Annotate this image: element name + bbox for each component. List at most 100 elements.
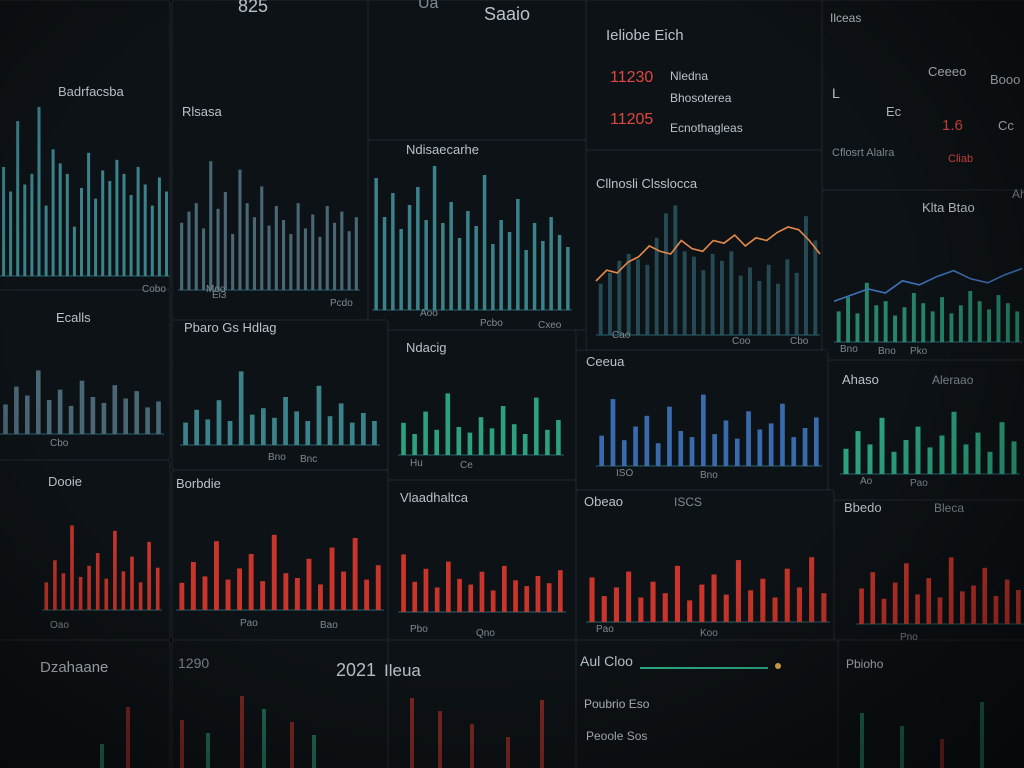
right-top-value-a: Ceeeo	[928, 64, 966, 79]
chart-7-bar-7	[478, 417, 484, 455]
chart-6-bar-1	[194, 409, 199, 445]
chart-5-bar-0	[3, 404, 8, 434]
chart-2-bar-19	[532, 223, 537, 310]
chart-8-bar-18	[802, 428, 808, 466]
chart-3-bar-15	[738, 275, 743, 335]
chart-13-bar-3	[626, 571, 632, 622]
chart-13-bar-1	[601, 596, 607, 622]
chart-3-bar-12	[710, 254, 715, 335]
chart-2-bar-22	[557, 235, 562, 310]
bottom-bar-16	[980, 702, 984, 768]
chart-2-tick-0: Aoo	[420, 308, 438, 319]
chart-3-bar-16	[748, 267, 752, 335]
chart-6-bar-10	[294, 411, 299, 445]
chart-1-bar-22	[340, 211, 344, 290]
chart-5-bar-1	[14, 386, 19, 434]
chart-0-bar-18	[129, 195, 133, 276]
right-top-footer-b: Cliab	[948, 153, 973, 165]
chart-13-bar-4	[638, 597, 644, 622]
chart-6-bar-5	[238, 371, 244, 445]
bottom-bar-13	[860, 713, 864, 768]
chart-13-bar-2	[613, 587, 619, 622]
chart-0-bar-4	[30, 173, 34, 276]
chart-3-bar-17	[757, 281, 762, 335]
chart-7-bar-3	[434, 429, 439, 455]
chart-10-tick-0: Oao	[50, 620, 69, 631]
chart-3-bar-6	[654, 237, 659, 335]
chart-4-bar-1	[846, 297, 850, 342]
chart-6-bar-6	[249, 414, 255, 445]
chart-0-bar-11	[80, 188, 83, 276]
chart-13-bar-6	[662, 593, 668, 622]
chart-11-bar-4	[225, 579, 231, 610]
chart-0-bar-9	[65, 173, 69, 276]
chart-13-bar-14	[760, 578, 766, 622]
chart-8-bar-6	[667, 406, 672, 466]
bottom-left-value: 1290	[178, 655, 209, 671]
chart-3-bar-9	[682, 251, 687, 335]
bottom-bar-9	[438, 711, 442, 768]
chart-13-bar-13	[748, 590, 754, 622]
chart-6-bar-13	[327, 416, 333, 445]
chart-4-bar-14	[968, 291, 973, 342]
chart-11-bar-0	[179, 582, 185, 610]
chart-6-bar-2	[205, 419, 211, 445]
chart-14-bar-4	[904, 563, 909, 624]
chart-8-bar-9	[701, 394, 706, 466]
stats-label-3: Ecnothagleas	[670, 121, 743, 135]
chart-11-bar-5	[237, 568, 242, 610]
chart-14-bar-6	[926, 578, 932, 624]
chart-0-bar-21	[150, 205, 154, 276]
chart-0-bar-23	[165, 191, 168, 276]
chart-6-bar-0	[183, 422, 188, 445]
right-top-row-ec: Ec	[886, 104, 902, 119]
chart-14-bar-14	[1016, 590, 1021, 624]
chart-1-bar-14	[282, 220, 286, 290]
chart-2-title: Ndisaecarhe	[406, 142, 479, 157]
chart-13-bar-16	[784, 568, 790, 622]
chart-2-bar-6	[424, 220, 428, 310]
chart-14-bar-7	[937, 597, 943, 624]
panel-20	[387, 639, 577, 768]
chart-1-bar-9	[245, 203, 249, 290]
chart-5-bar-11	[123, 398, 128, 434]
chart-8-title: Ceeua	[586, 354, 625, 369]
chart-10-bar-7	[104, 578, 109, 610]
chart-4-tick-0: Bno	[840, 344, 858, 355]
chart-8-bar-13	[746, 411, 751, 466]
chart-12-bar-12	[535, 576, 541, 612]
chart-12-bar-3	[434, 587, 440, 612]
chart-14-tick-0: Pno	[900, 632, 918, 643]
chart-1-bar-21	[333, 222, 337, 290]
chart-11-tick-1: Bao	[320, 620, 338, 631]
chart-11-bar-13	[329, 547, 335, 610]
right-top-title: Ilceas	[830, 11, 861, 25]
chart-5-bar-2	[25, 395, 30, 434]
chart-0-bar-5	[37, 107, 41, 276]
chart-12-tick-1: Qno	[476, 628, 495, 639]
chart-9-tick-1: Pao	[910, 478, 928, 489]
chart-13-bar-7	[674, 565, 680, 622]
chart-0-tick-0: Cobo	[142, 284, 166, 295]
chart-13-bar-15	[772, 597, 778, 622]
chart-1-bar-24	[354, 217, 358, 290]
chart-2-bar-13	[482, 175, 487, 310]
chart-13-subtitle: ISCS	[674, 495, 702, 509]
chart-11-bar-11	[306, 558, 312, 610]
bottom-bar-1	[126, 707, 130, 768]
chart-14-bar-13	[1004, 579, 1010, 624]
chart-9-bar-11	[975, 432, 981, 474]
chart-2-bar-2	[391, 193, 395, 310]
bottom-bar-12	[540, 700, 544, 768]
chart-3-bar-10	[692, 256, 696, 335]
bottom-bar-0	[100, 744, 104, 768]
chart-1-bar-16	[296, 203, 300, 290]
chart-11-tick-0: Pao	[240, 618, 258, 629]
chart-8-bar-19	[814, 417, 819, 466]
chart-6-title: Pbaro Gs Hdlag	[184, 320, 277, 335]
chart-6-bar-8	[272, 417, 277, 445]
chart-2-bar-7	[432, 166, 437, 310]
chart-9-tick-0: Ao	[860, 476, 873, 487]
chart-1-bar-18	[311, 214, 315, 290]
